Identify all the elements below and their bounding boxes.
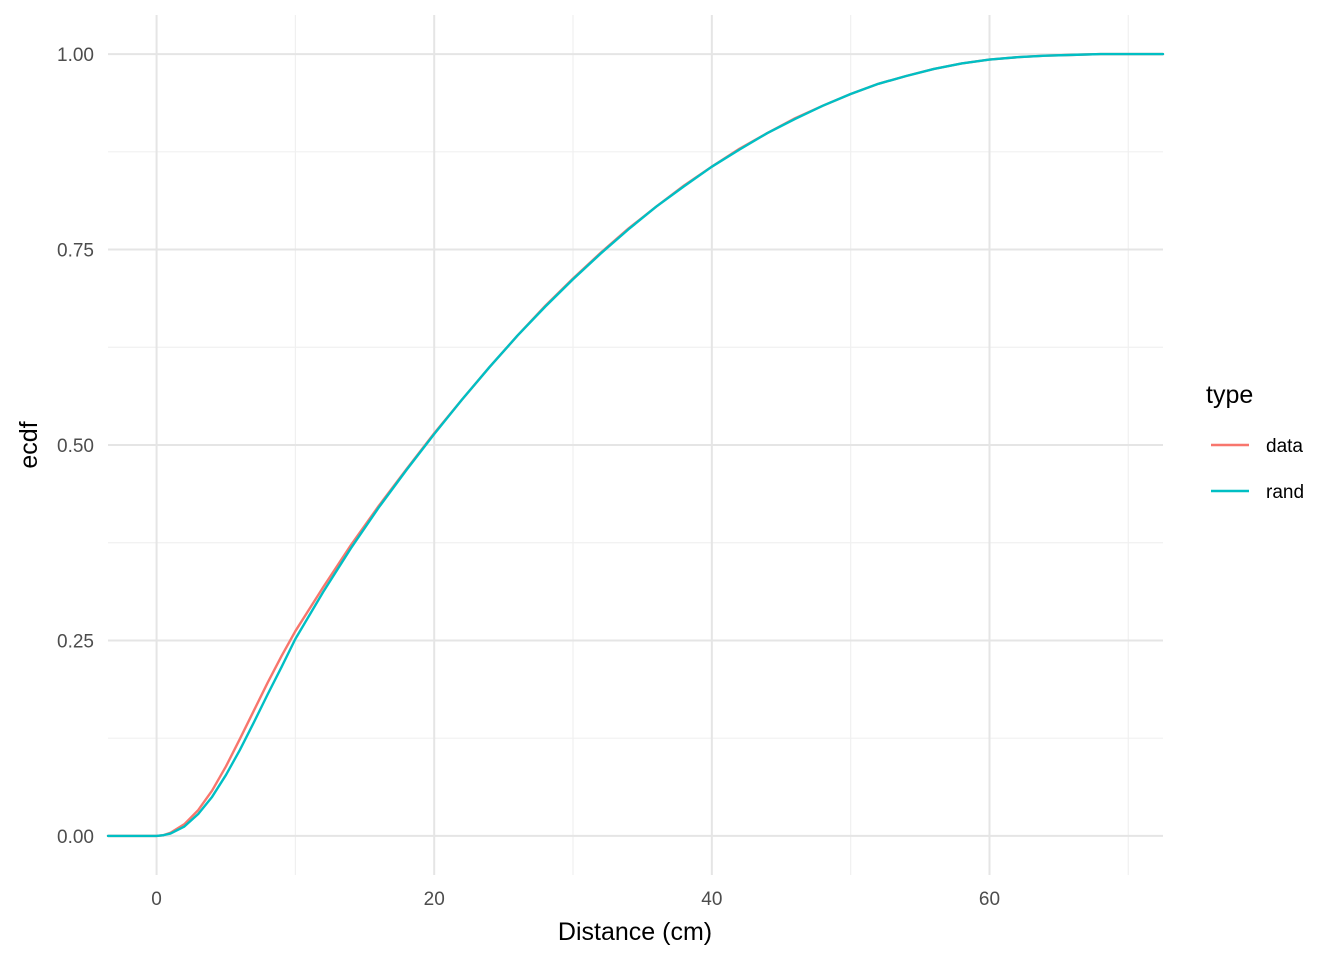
y-tick-label: 1.00 <box>57 45 94 66</box>
x-axis-title: Distance (cm) <box>558 918 712 946</box>
x-axis-tick-labels: 0 20 40 60 <box>151 889 1000 910</box>
y-axis-tick-labels: 0.00 0.25 0.50 0.75 1.00 <box>57 45 94 848</box>
legend-entries: data rand <box>1211 436 1304 503</box>
y-tick-label: 0.25 <box>57 631 94 652</box>
series-line-rand <box>106 52 1165 838</box>
y-tick-label: 0.00 <box>57 827 94 848</box>
major-gridlines <box>108 15 1163 875</box>
legend: type data rand <box>1206 381 1304 503</box>
legend-label-data: data <box>1266 436 1303 457</box>
y-tick-label: 0.75 <box>57 241 94 262</box>
legend-label-rand: rand <box>1266 482 1304 503</box>
series-lines <box>106 52 1165 838</box>
x-tick-label: 0 <box>151 889 162 910</box>
y-tick-label: 0.50 <box>57 436 94 457</box>
x-tick-label: 20 <box>424 889 445 910</box>
y-axis-title: ecdf <box>15 421 43 468</box>
x-tick-label: 60 <box>979 889 1000 910</box>
minor-gridlines <box>108 15 1163 875</box>
x-tick-label: 40 <box>701 889 722 910</box>
legend-title: type <box>1206 381 1253 409</box>
